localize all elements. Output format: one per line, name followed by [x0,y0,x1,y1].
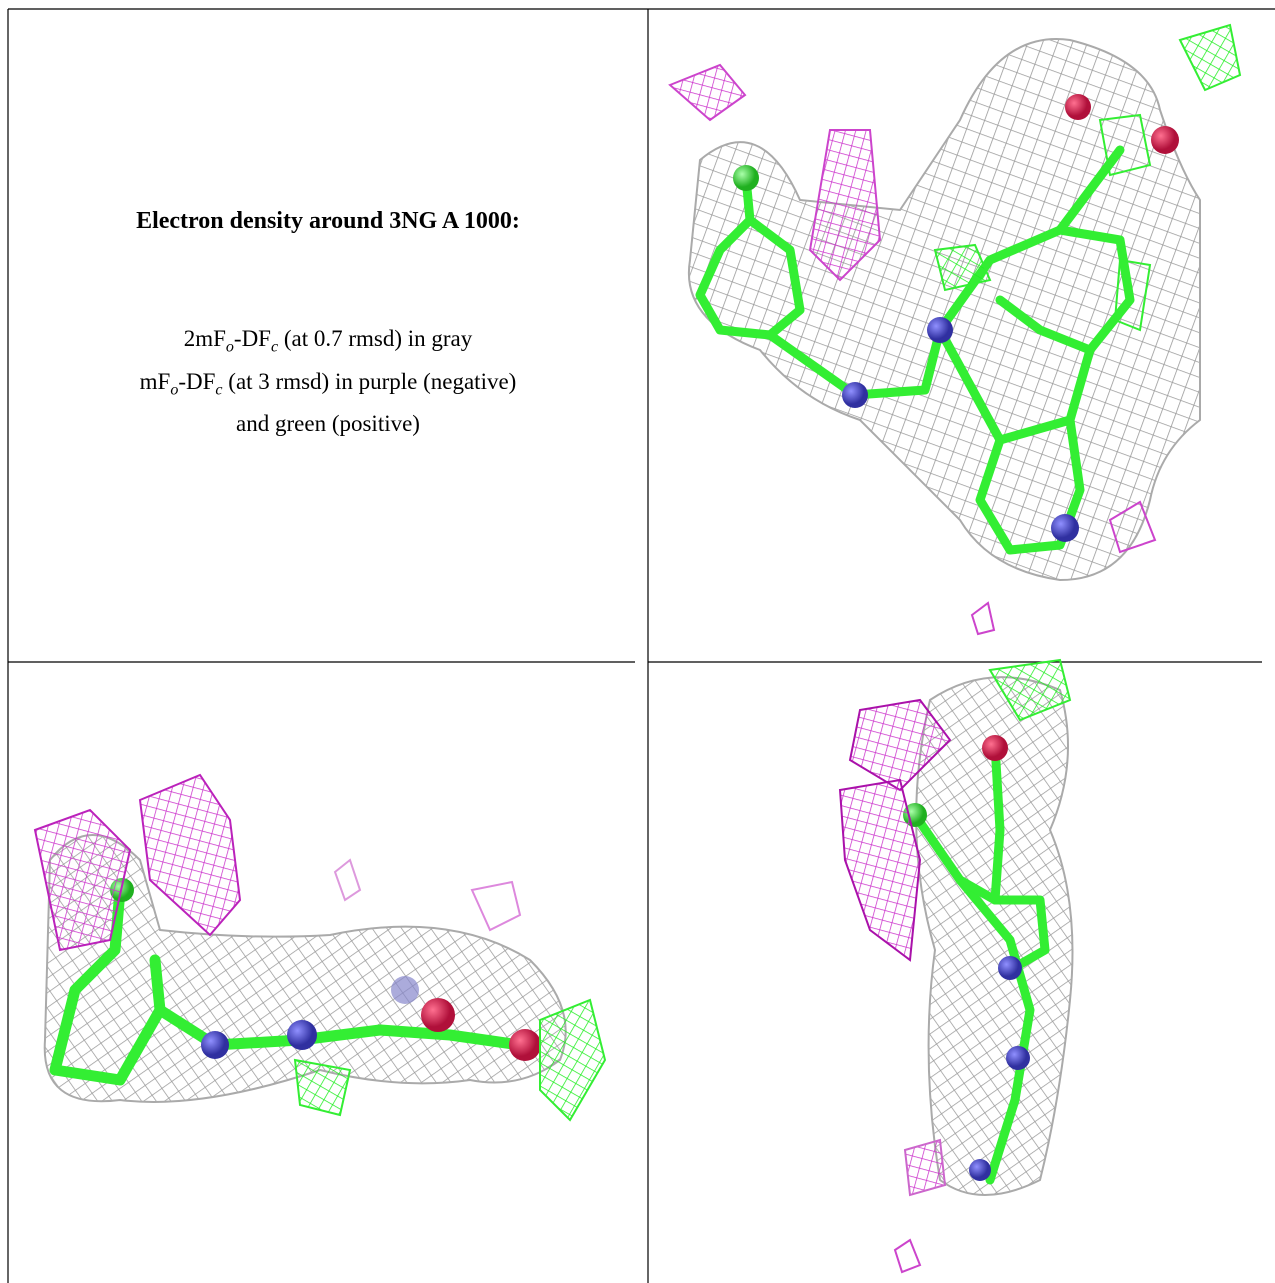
legend-text: -DF [233,326,271,351]
legend-text: (at 0.7 rmsd) in gray [278,326,473,351]
subscript: o [170,381,179,399]
legend-text: and green (positive) [236,411,420,437]
density-view-top [668,23,1242,636]
subscript: o [225,338,234,356]
subscript: c [215,381,223,399]
table-borders [7,8,1275,1283]
legend-text: mF [139,368,171,394]
subscript: c [270,338,279,356]
legend-text: 2mF [183,326,226,351]
legend-text: -DF [178,368,216,394]
legend-text: (at 3 rmsd) in purple (negative) [222,368,517,394]
legend-line: mFo-DFc (at 3 rmsd) in purple (negative) [8,365,648,408]
legend-line: 2mFo-DFc (at 0.7 rmsd) in gray [8,322,648,365]
density-view-end [838,658,1074,1274]
legend-line: and green (positive) [8,407,648,441]
density-view-side [33,773,607,1122]
legend: 2mFo-DFc (at 0.7 rmsd) in gray mFo-DFc (a… [8,322,648,441]
title: Electron density around 3NG A 1000: [136,208,520,234]
